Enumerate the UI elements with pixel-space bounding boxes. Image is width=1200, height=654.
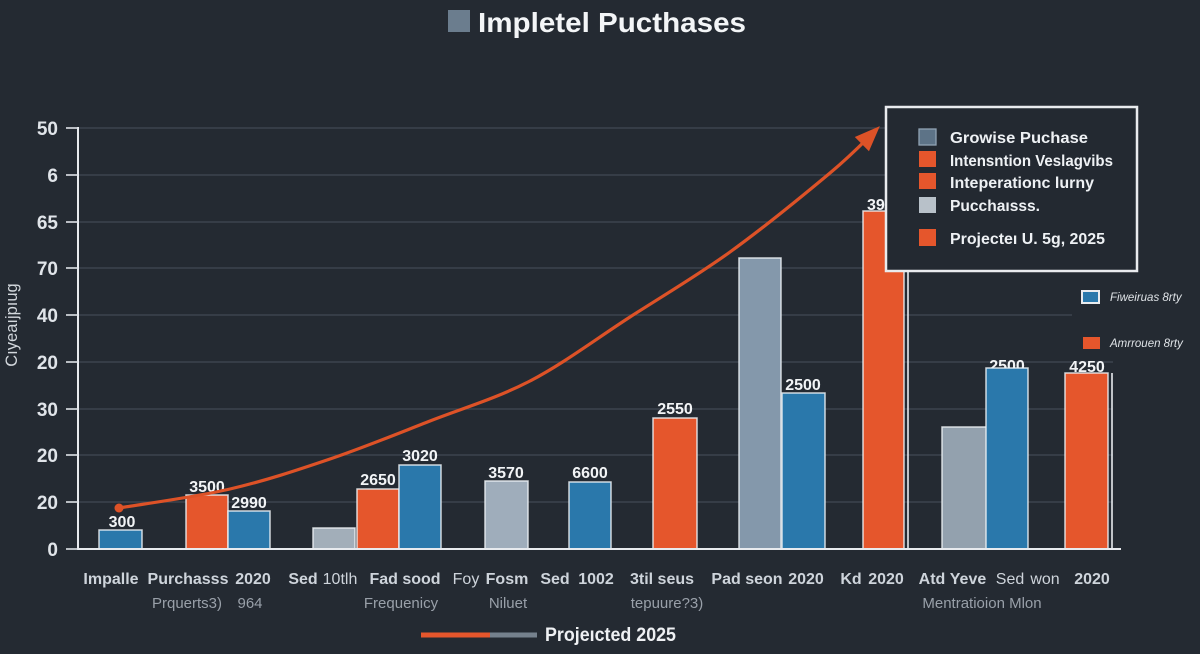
svg-text:Fosm: Fosm: [486, 571, 529, 588]
svg-text:Cıyeaıjpıug: Cıyeaıjpıug: [3, 283, 21, 366]
svg-text:Prquerts3): Prquerts3): [152, 595, 222, 612]
svg-text:Mentratioion Mlon: Mentratioion Mlon: [922, 595, 1041, 612]
svg-text:0: 0: [47, 540, 58, 561]
svg-text:Sed: Sed: [540, 571, 569, 588]
svg-text:2990: 2990: [231, 495, 267, 512]
svg-text:2500: 2500: [785, 377, 821, 394]
svg-text:won: won: [1029, 571, 1059, 588]
svg-text:2020: 2020: [235, 571, 271, 588]
svg-text:Sed: Sed: [996, 571, 1024, 588]
svg-text:Niluet: Niluet: [489, 595, 528, 612]
svg-text:2020: 2020: [1074, 571, 1110, 588]
svg-text:20: 20: [37, 353, 58, 374]
svg-text:Amrrouen 8rty: Amrrouen 8rty: [1109, 338, 1184, 350]
svg-text:65: 65: [37, 213, 59, 234]
svg-text:2020: 2020: [868, 571, 904, 588]
svg-text:Fiweiruas 8rty: Fiweiruas 8rty: [1110, 292, 1183, 304]
svg-text:2550: 2550: [657, 401, 693, 418]
svg-text:Projeıcted 2025: Projeıcted 2025: [545, 625, 676, 646]
svg-text:Impletel Pucthases: Impletel Pucthases: [478, 7, 746, 38]
svg-text:Foy: Foy: [453, 571, 480, 588]
svg-text:4250: 4250: [1069, 359, 1105, 376]
svg-text:Atd: Atd: [919, 571, 946, 588]
svg-text:Sed: Sed: [288, 571, 317, 588]
svg-text:40: 40: [37, 306, 58, 327]
svg-text:Inteperationc lurny: Inteperationc lurny: [950, 175, 1094, 192]
svg-text:70: 70: [37, 259, 58, 280]
svg-text:Pad seon: Pad seon: [711, 571, 782, 588]
svg-text:Impalle: Impalle: [83, 571, 138, 588]
svg-text:2020: 2020: [788, 571, 824, 588]
svg-text:2650: 2650: [360, 472, 396, 489]
svg-text:20: 20: [37, 493, 58, 514]
svg-text:6600: 6600: [572, 465, 608, 482]
svg-text:6: 6: [47, 166, 58, 187]
svg-text:Yeve: Yeve: [950, 571, 987, 588]
svg-text:964: 964: [237, 595, 262, 612]
svg-text:3020: 3020: [402, 448, 438, 465]
svg-text:30: 30: [37, 400, 58, 421]
svg-text:300: 300: [109, 514, 136, 531]
svg-text:tepuure?3): tepuure?3): [631, 595, 704, 612]
svg-text:Pucchaısss.: Pucchaısss.: [950, 198, 1040, 215]
svg-text:50: 50: [37, 119, 58, 140]
svg-text:Kd: Kd: [840, 571, 861, 588]
svg-text:3570: 3570: [488, 465, 524, 482]
svg-text:Frequenicy: Frequenicy: [364, 595, 439, 612]
svg-text:1002: 1002: [578, 571, 614, 588]
svg-text:Purchasss: Purchasss: [148, 571, 229, 588]
svg-text:Projecteı U. 5g, 2025: Projecteı U. 5g, 2025: [950, 231, 1105, 248]
svg-text:3til seus: 3til seus: [630, 571, 694, 588]
svg-text:Intensntion Veslagvibs: Intensntion Veslagvibs: [950, 153, 1113, 170]
svg-text:20: 20: [37, 446, 58, 467]
svg-text:Fad sood: Fad sood: [369, 571, 440, 588]
svg-text:Growise Puchase: Growise Puchase: [950, 130, 1088, 147]
svg-text:10tlh: 10tlh: [323, 571, 358, 588]
